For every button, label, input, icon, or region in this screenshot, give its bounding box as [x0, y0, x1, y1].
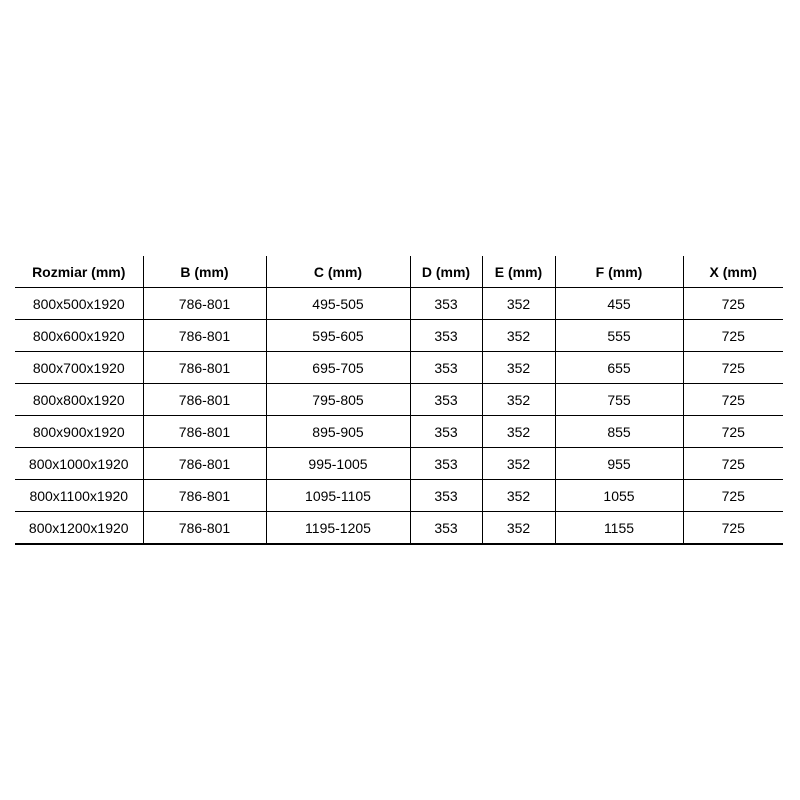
table-row: 800x800x1920 786-801 795-805 353 352 755 725: [15, 383, 783, 416]
table-cell: 655: [555, 351, 684, 384]
table-cell: 455: [555, 287, 684, 320]
column-header: C (mm): [266, 256, 411, 288]
table-cell: 352: [482, 383, 556, 416]
table-cell: 725: [683, 447, 783, 480]
table-cell: 786-801: [143, 511, 267, 545]
table-row: 800x1200x1920 786-801 1195-1205 353 352 1155 7…: [15, 511, 783, 545]
table-cell: 352: [482, 447, 556, 480]
table-cell: 353: [410, 383, 483, 416]
table-row: 800x1100x1920 786-801 1095-1105 353 352 1055 7…: [15, 479, 783, 512]
table-row: 800x1000x1920 786-801 995-1005 353 352 955 725: [15, 447, 783, 480]
table-cell: 786-801: [143, 351, 267, 384]
table-cell: 800x500x1920: [15, 287, 144, 320]
table-cell: 555: [555, 319, 684, 352]
table-cell: 352: [482, 511, 556, 545]
table-cell: 786-801: [143, 479, 267, 512]
table-cell: 353: [410, 287, 483, 320]
table-cell: 725: [683, 383, 783, 416]
table-cell: 1095-1105: [266, 479, 411, 512]
table-cell: 725: [683, 511, 783, 545]
table-cell: 1055: [555, 479, 684, 512]
column-header: F (mm): [555, 256, 684, 288]
table-cell: 786-801: [143, 447, 267, 480]
dimensions-table: Rozmiar (mm) B (mm) C (mm) D (mm) E (mm) F (m…: [15, 256, 783, 545]
table-cell: 800x1100x1920: [15, 479, 144, 512]
table-row: 800x700x1920 786-801 695-705 353 352 655 725: [15, 351, 783, 384]
table-cell: 353: [410, 351, 483, 384]
table-cell: 800x600x1920: [15, 319, 144, 352]
table-cell: 786-801: [143, 383, 267, 416]
table-cell: 800x900x1920: [15, 415, 144, 448]
table-cell: 725: [683, 319, 783, 352]
table-cell: 800x800x1920: [15, 383, 144, 416]
table-cell: 800x700x1920: [15, 351, 144, 384]
table-cell: 795-805: [266, 383, 411, 416]
column-header: D (mm): [410, 256, 483, 288]
table-cell: 353: [410, 511, 483, 545]
table-cell: 755: [555, 383, 684, 416]
table-cell: 786-801: [143, 415, 267, 448]
table-cell: 353: [410, 319, 483, 352]
table-cell: 855: [555, 415, 684, 448]
table-cell: 1195-1205: [266, 511, 411, 545]
table-cell: 1155: [555, 511, 684, 545]
table-cell: 352: [482, 319, 556, 352]
table-cell: 800x1000x1920: [15, 447, 144, 480]
table-cell: 352: [482, 415, 556, 448]
column-header: B (mm): [143, 256, 267, 288]
table-row: 800x500x1920 786-801 495-505 353 352 455 725: [15, 287, 783, 320]
table-cell: 353: [410, 479, 483, 512]
table-cell: 800x1200x1920: [15, 511, 144, 545]
table-cell: 353: [410, 415, 483, 448]
table-cell: 786-801: [143, 319, 267, 352]
table-cell: 995-1005: [266, 447, 411, 480]
column-header: E (mm): [482, 256, 556, 288]
table-cell: 725: [683, 287, 783, 320]
table-cell: 495-505: [266, 287, 411, 320]
table-cell: 352: [482, 287, 556, 320]
table-row: 800x900x1920 786-801 895-905 353 352 855 725: [15, 415, 783, 448]
column-header: X (mm): [683, 256, 783, 288]
table-cell: 725: [683, 351, 783, 384]
table-cell: 955: [555, 447, 684, 480]
table-cell: 695-705: [266, 351, 411, 384]
table-cell: 595-605: [266, 319, 411, 352]
table-cell: 352: [482, 351, 556, 384]
table-row: 800x600x1920 786-801 595-605 353 352 555 725: [15, 319, 783, 352]
table-cell: 353: [410, 447, 483, 480]
header-row: Rozmiar (mm) B (mm) C (mm) D (mm) E (mm) F (m…: [15, 256, 783, 288]
table-cell: 786-801: [143, 287, 267, 320]
table-cell: 725: [683, 479, 783, 512]
table-cell: 895-905: [266, 415, 411, 448]
column-header: Rozmiar (mm): [15, 256, 144, 288]
table-cell: 725: [683, 415, 783, 448]
table-cell: 352: [482, 479, 556, 512]
